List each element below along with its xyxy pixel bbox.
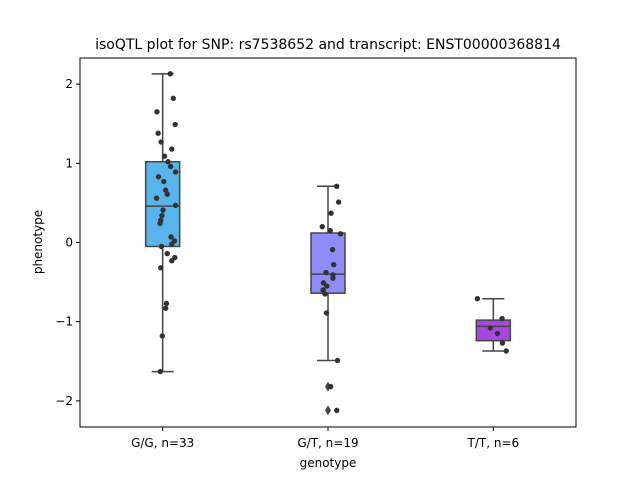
data-point	[323, 269, 329, 276]
data-point	[169, 146, 175, 152]
data-point	[328, 210, 334, 216]
x-tick-label: G/G, n=33	[131, 436, 194, 450]
data-point	[160, 207, 166, 213]
data-point	[327, 383, 334, 390]
box	[475, 319, 512, 342]
data-point	[155, 130, 161, 136]
data-point	[165, 159, 171, 165]
data-point	[159, 333, 165, 339]
data-point	[153, 195, 160, 201]
data-point	[158, 265, 164, 271]
data-point	[335, 199, 342, 205]
data-point	[158, 243, 165, 250]
data-point	[319, 223, 325, 230]
data-point	[154, 109, 160, 115]
data-point	[169, 258, 175, 264]
data-point	[164, 191, 170, 197]
data-point	[163, 300, 170, 307]
data-point	[320, 280, 327, 286]
outlier-marker	[325, 405, 331, 416]
data-point	[172, 169, 179, 175]
y-tick-label: 1	[65, 156, 73, 170]
data-point	[157, 220, 163, 227]
data-point	[169, 241, 175, 247]
data-point	[322, 291, 328, 297]
data-point	[158, 139, 164, 145]
x-axis-label: genotype	[300, 456, 357, 470]
x-tick-label: T/T, n=6	[467, 436, 520, 450]
x-axis: G/G, n=33 G/T, n=19 T/T, n=6	[131, 427, 519, 450]
box-group	[310, 185, 346, 416]
data-point	[323, 310, 330, 316]
data-point	[499, 315, 505, 322]
data-point	[157, 368, 164, 375]
data-point	[499, 340, 506, 346]
data-point	[167, 163, 174, 170]
data-point	[170, 95, 177, 102]
box-group	[144, 73, 181, 373]
data-point	[327, 227, 333, 234]
data-point	[164, 250, 170, 257]
data-point	[494, 330, 501, 337]
plot-area	[144, 71, 512, 416]
data-point	[474, 296, 481, 302]
data-point	[329, 246, 336, 253]
data-point	[163, 305, 169, 311]
data-point	[337, 231, 344, 237]
y-tick-label: 2	[65, 77, 73, 91]
data-point	[331, 261, 337, 268]
data-point	[161, 153, 168, 159]
box-group	[475, 297, 512, 352]
x-tick-label: G/T, n=19	[297, 436, 358, 450]
data-point	[167, 71, 173, 77]
data-point	[334, 357, 341, 364]
data-point	[172, 121, 178, 128]
y-axis: −2 −1 0 1 2	[55, 77, 80, 408]
data-point	[334, 183, 340, 189]
y-tick-label: −1	[55, 315, 73, 329]
data-point	[334, 407, 340, 414]
data-point	[172, 202, 179, 208]
data-point	[330, 275, 336, 281]
data-point	[503, 348, 509, 354]
y-tick-label: −2	[55, 394, 73, 408]
y-axis-label: phenotype	[31, 210, 45, 274]
data-point	[161, 178, 167, 185]
data-point	[324, 283, 330, 289]
box	[310, 232, 346, 294]
data-point	[159, 212, 165, 219]
y-tick-label: 0	[65, 236, 73, 250]
data-point	[155, 174, 162, 180]
data-point	[168, 234, 174, 240]
chart-title: isoQTL plot for SNP: rs7538652 and trans…	[95, 37, 561, 53]
data-point	[487, 325, 493, 331]
